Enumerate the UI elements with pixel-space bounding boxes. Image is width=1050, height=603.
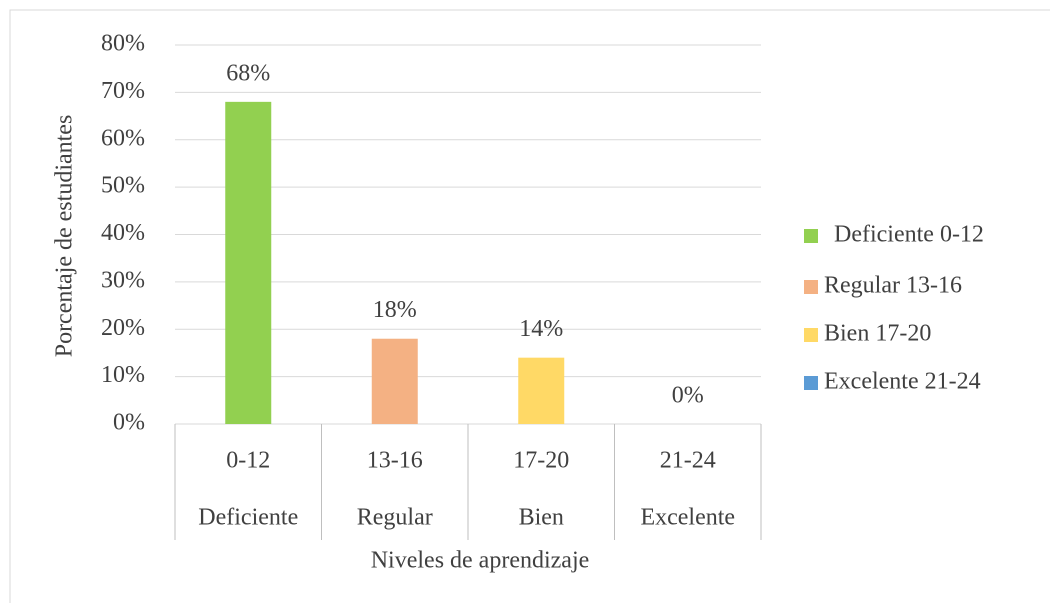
x-tick-label: 21-24 [660,448,716,474]
legend-swatch [804,328,818,342]
bar [225,101,272,424]
x-group-label: Deficiente [198,505,298,531]
x-group-label: Excelente [640,505,735,531]
y-tick-label: 30% [101,267,145,293]
legend-label: Excelente 21-24 [824,369,981,395]
data-label: 18% [373,297,417,323]
y-tick-label: 50% [101,173,145,199]
legend-label: Regular 13-16 [824,273,962,299]
legend-label: Deficiente 0-12 [834,222,984,248]
chart-frame [9,9,1050,603]
data-label: 14% [519,316,563,342]
x-group-label: Bien [519,505,564,531]
data-label: 68% [226,60,270,86]
y-tick-label: 20% [101,315,145,341]
bar [518,357,565,424]
y-tick-label: 40% [101,220,145,246]
data-label: 0% [672,383,704,409]
legend-label: Bien 17-20 [824,321,931,347]
legend-swatch [804,376,818,390]
x-tick-label: 0-12 [226,448,270,474]
x-group-label: Regular [357,505,433,531]
y-tick-label: 80% [101,31,145,57]
x-tick-label: 17-20 [513,448,569,474]
y-tick-label: 10% [101,362,145,388]
y-tick-label: 60% [101,125,145,151]
x-tick-label: 13-16 [367,448,423,474]
y-tick-label: 70% [101,78,145,104]
y-axis-title: Porcentaje de estudiantes [52,115,78,358]
bar [371,338,418,424]
legend-swatch [804,229,818,243]
y-tick-label: 0% [113,410,145,436]
legend-swatch [804,280,818,294]
x-axis-title: Niveles de aprendizaje [371,548,590,574]
